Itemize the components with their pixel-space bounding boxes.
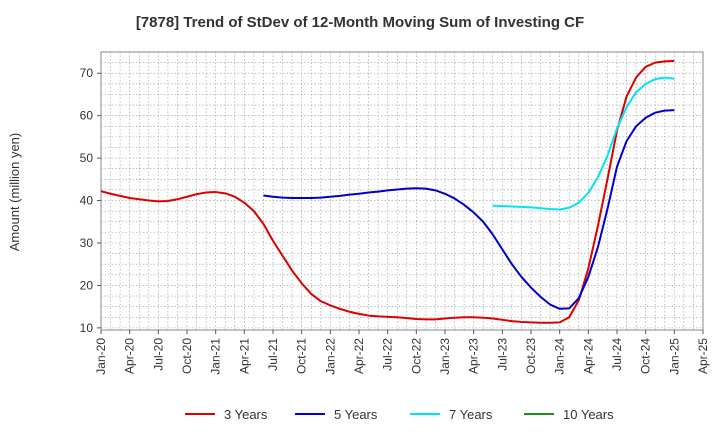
y-tick-label: 20 (80, 278, 94, 292)
legend-layer: 3 Years 5 Years 7 Years 10 Years (185, 407, 614, 422)
series-layer (100, 59, 675, 324)
x-tick-label: Apr-25 (696, 338, 710, 374)
x-tick-label: Jan-23 (438, 338, 452, 375)
x-tick-label: Oct-20 (180, 338, 194, 374)
x-tick-label: Apr-23 (467, 338, 481, 374)
x-tick-label: Apr-20 (123, 338, 137, 374)
x-tick-label: Jul-20 (151, 338, 165, 371)
x-tick-label: Jan-24 (553, 338, 567, 375)
legend-label-3-years: 3 Years (224, 407, 268, 422)
x-tick-label: Apr-22 (352, 338, 366, 374)
y-tick-label: 60 (80, 109, 94, 123)
legend-label-5-years: 5 Years (334, 407, 378, 422)
x-tick-label: Jul-24 (610, 338, 624, 371)
x-tick-label: Jul-22 (381, 338, 395, 371)
y-axis-label: Amount (million yen) (7, 133, 22, 252)
chart-title: [7878] Trend of StDev of 12-Month Moving… (135, 14, 585, 31)
x-tick-label: Apr-21 (237, 338, 251, 374)
grid-layer (100, 51, 704, 331)
x-tick-label: Jul-23 (495, 338, 509, 371)
x-tick-label: Jan-25 (667, 338, 681, 375)
x-tick-label: Oct-21 (295, 338, 309, 374)
x-tick-label: Jan-22 (323, 338, 337, 375)
series-line-7-years (492, 76, 675, 211)
y-tick-label: 50 (80, 151, 94, 165)
legend-label-10-years: 10 Years (563, 407, 614, 422)
y-tick-label: 10 (80, 321, 94, 335)
plot-area (100, 51, 704, 331)
x-tick-label: Oct-22 (409, 338, 423, 374)
y-tick-label: 70 (80, 66, 94, 80)
series-line-3-years (100, 59, 675, 324)
x-tick-label: Jan-20 (94, 338, 108, 375)
x-tick-label: Oct-23 (524, 338, 538, 374)
x-tick-label: Oct-24 (639, 338, 653, 374)
axis-layer: 10 20 30 40 50 60 70 Jan-20 Apr-20 Jul-20 Oct-20 Ja… (80, 66, 710, 374)
legend-label-7-years: 7 Years (449, 407, 493, 422)
y-tick-label: 30 (80, 236, 94, 250)
x-tick-label: Jan-21 (209, 338, 223, 375)
series-line-5-years (263, 109, 675, 310)
x-tick-label: Apr-24 (581, 338, 595, 374)
x-tick-label: Jul-21 (266, 338, 280, 371)
y-tick-label: 40 (80, 194, 94, 208)
